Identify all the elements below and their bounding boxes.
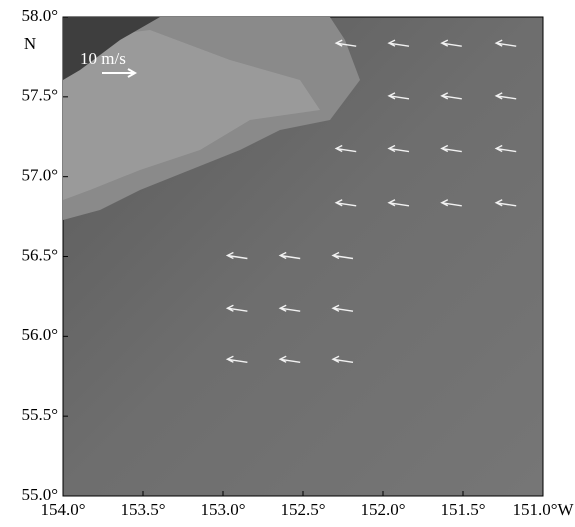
x-tick-label: 152.0° (360, 500, 405, 519)
x-tick-label: 153.5° (120, 500, 165, 519)
y-tick-label: 56.5° (21, 245, 58, 264)
y-tick-label: 57.5° (21, 86, 58, 105)
y-tick-label: 55.5° (21, 405, 58, 424)
x-tick-label: 153.0° (200, 500, 245, 519)
y-tick-label: 57.0° (21, 166, 58, 185)
x-tick-label: 152.5° (280, 500, 325, 519)
y-tick-label: 55.0° (21, 485, 58, 504)
y-axis-label: N (24, 34, 36, 53)
y-tick-label: 58.0° (21, 6, 58, 25)
x-tick-label: 151.5° (440, 500, 485, 519)
map: 10 m/s N 154.0°153.5°153.0°152.5°152.0°1… (0, 0, 575, 522)
x-tick-label: 151.0°W (512, 500, 574, 519)
scale-label: 10 m/s (80, 49, 126, 68)
y-tick-label: 56.0° (21, 325, 58, 344)
